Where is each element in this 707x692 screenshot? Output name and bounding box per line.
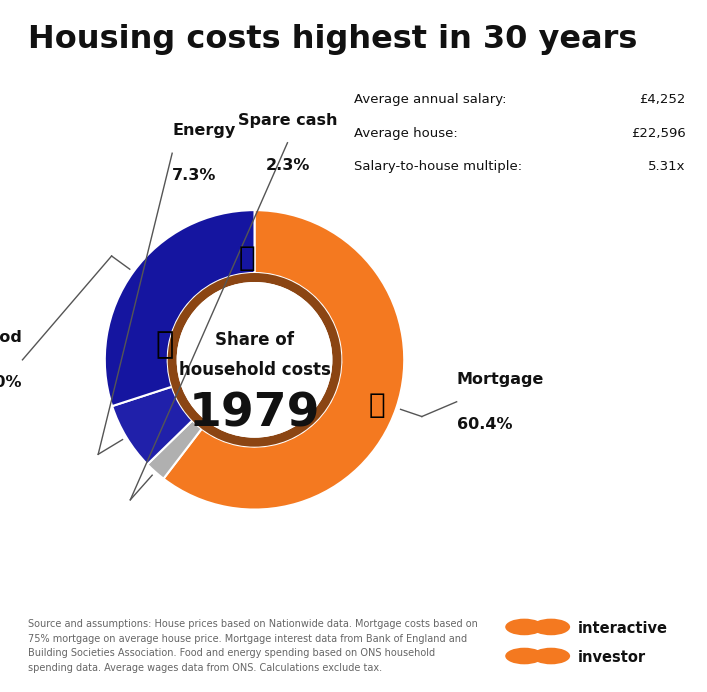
Wedge shape — [105, 210, 255, 406]
Text: Housing costs highest in 30 years: Housing costs highest in 30 years — [28, 24, 638, 55]
Text: Energy: Energy — [173, 123, 235, 138]
Text: household costs: household costs — [179, 361, 330, 379]
Text: 7.3%: 7.3% — [173, 168, 216, 183]
Text: 2.3%: 2.3% — [265, 158, 310, 173]
Text: 🏠: 🏠 — [369, 391, 385, 419]
Text: 1979: 1979 — [189, 391, 320, 436]
Text: Source and assumptions: House prices based on Nationwide data. Mortgage costs ba: Source and assumptions: House prices bas… — [28, 619, 478, 673]
Text: Average house:: Average house: — [354, 127, 457, 140]
Text: £22,596: £22,596 — [631, 127, 686, 140]
Circle shape — [177, 282, 332, 438]
Text: Share of: Share of — [215, 331, 294, 349]
Text: Mortgage: Mortgage — [457, 372, 544, 387]
Circle shape — [532, 648, 570, 664]
Circle shape — [506, 648, 544, 664]
Text: 60.4%: 60.4% — [457, 417, 512, 432]
Wedge shape — [147, 421, 201, 479]
Text: investor: investor — [578, 650, 646, 665]
Wedge shape — [112, 387, 192, 464]
Text: Food: Food — [0, 330, 23, 345]
Text: 🛒: 🛒 — [156, 330, 174, 359]
Text: 🔥: 🔥 — [239, 244, 255, 272]
Text: interactive: interactive — [578, 621, 667, 636]
Text: 5.31x: 5.31x — [648, 160, 686, 173]
Wedge shape — [163, 210, 404, 509]
Circle shape — [532, 619, 570, 635]
Text: Spare cash: Spare cash — [238, 113, 337, 128]
Text: Salary-to-house multiple:: Salary-to-house multiple: — [354, 160, 522, 173]
Text: £4,252: £4,252 — [639, 93, 686, 107]
Text: Average annual salary:: Average annual salary: — [354, 93, 506, 107]
Circle shape — [506, 619, 544, 635]
Text: 30.0%: 30.0% — [0, 375, 23, 390]
